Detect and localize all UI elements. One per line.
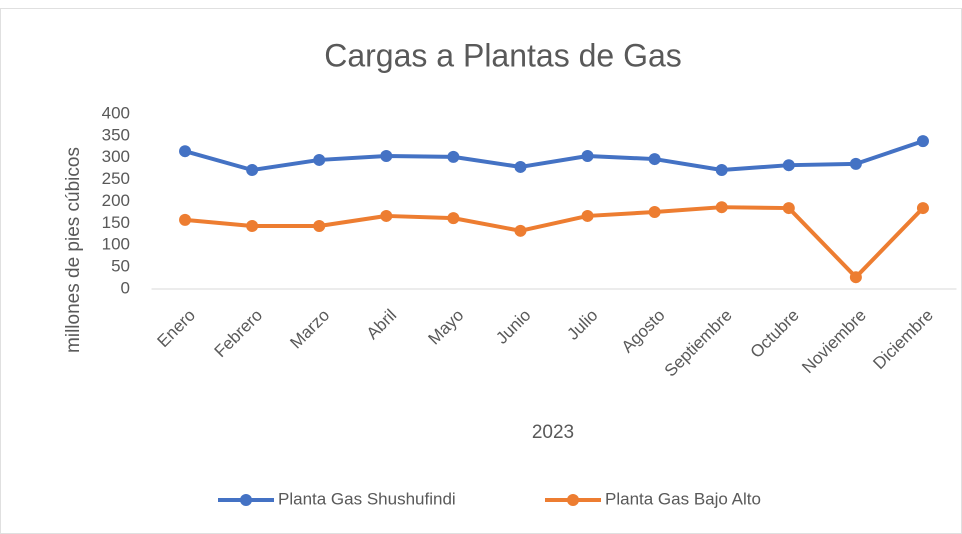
data-point	[514, 160, 527, 173]
legend-label: Planta Gas Bajo Alto	[605, 489, 761, 508]
data-point	[782, 159, 795, 172]
data-point	[648, 153, 661, 166]
y-axis-title: millones de pies cúbicos	[63, 147, 84, 353]
y-tick-label: 350	[102, 125, 130, 144]
x-axis-title: 2023	[532, 422, 574, 443]
data-point	[246, 220, 259, 232]
y-tick-label: 50	[111, 257, 130, 276]
data-point	[380, 209, 393, 222]
y-tick-label: 400	[102, 103, 130, 122]
data-point	[648, 206, 661, 218]
data-point	[447, 150, 460, 163]
data-point	[849, 271, 862, 284]
data-point	[179, 145, 192, 158]
series-line	[184, 205, 925, 280]
data-point	[916, 202, 929, 215]
y-tick-label: 100	[102, 235, 130, 254]
y-tick-label: 150	[102, 213, 130, 232]
y-tick-label: 200	[102, 191, 130, 210]
chart-title: Cargas a Plantas de Gas	[324, 37, 682, 73]
data-point	[313, 153, 326, 166]
data-point	[581, 209, 594, 222]
y-tick-label: 300	[102, 147, 130, 166]
legend-marker	[240, 494, 252, 506]
data-point	[849, 157, 862, 170]
legend-marker	[567, 494, 579, 506]
series-line	[184, 139, 924, 172]
data-point	[514, 224, 527, 237]
data-point	[447, 212, 460, 225]
data-point	[916, 135, 929, 148]
data-point	[246, 164, 259, 176]
data-point	[782, 202, 795, 215]
data-point	[179, 213, 192, 226]
data-point	[380, 150, 393, 162]
data-point	[581, 150, 594, 162]
data-point	[715, 201, 728, 214]
data-point	[715, 164, 728, 176]
chart-frame	[0, 8, 962, 534]
y-tick-label: 250	[102, 169, 130, 188]
legend-label: Planta Gas Shushufindi	[278, 489, 456, 508]
data-point	[313, 220, 326, 232]
y-tick-label: 0	[121, 278, 130, 297]
